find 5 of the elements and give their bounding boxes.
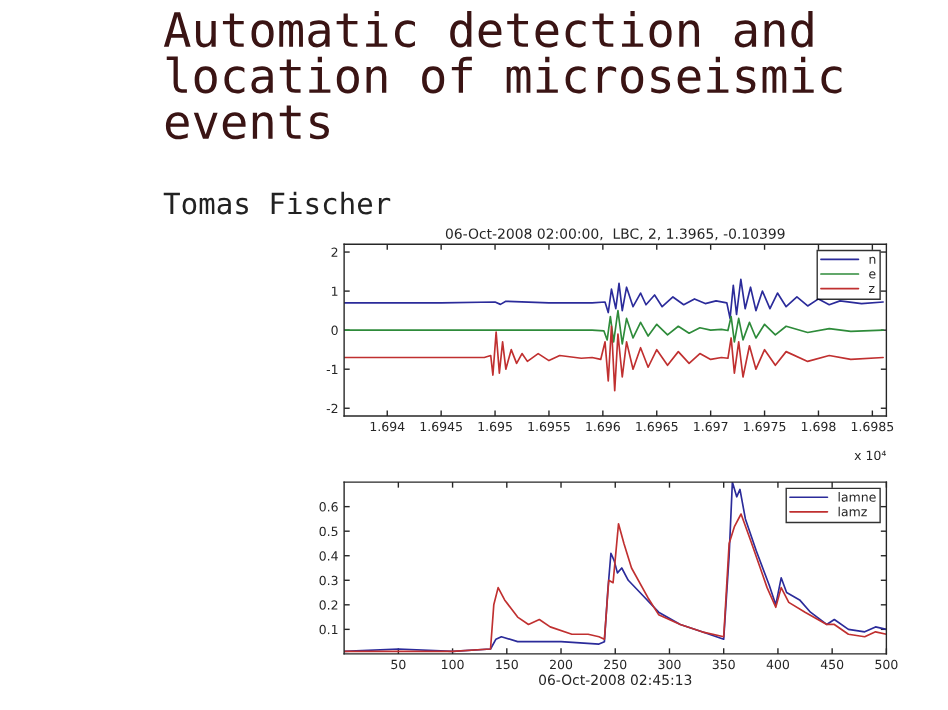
text: Tomas Fischer <box>163 191 391 215</box>
line-series <box>344 278 884 320</box>
text: Automatic detection and location of microseismic events <box>163 10 842 140</box>
line-series <box>344 309 884 345</box>
line-series <box>344 325 884 392</box>
